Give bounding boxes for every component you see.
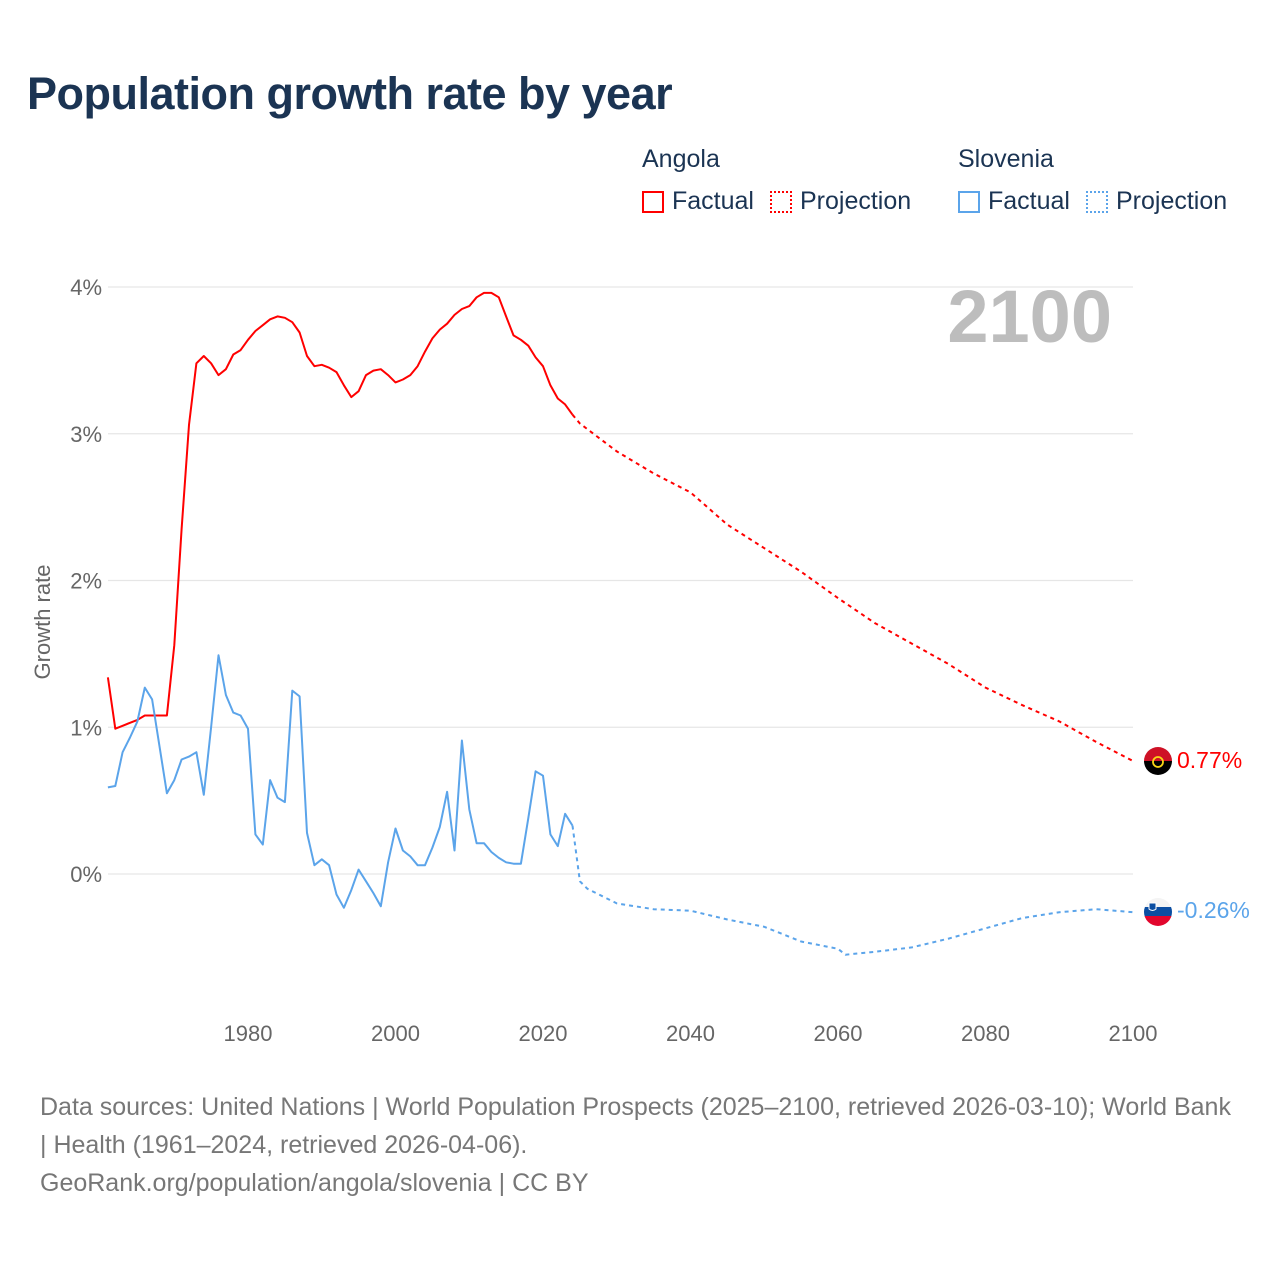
- chart-title: Population growth rate by year: [27, 68, 673, 119]
- x-tick-label: 2000: [371, 1021, 420, 1046]
- legend-label: Projection: [799, 187, 912, 215]
- slovenia-end-label: -0.26%: [1177, 897, 1250, 923]
- legend-item-angola-projection[interactable]: Projection: [769, 187, 912, 216]
- credit-link[interactable]: GeoRank.org/population/angola/slovenia |…: [40, 1169, 589, 1197]
- slovenia-projection-line: [571, 825, 1134, 956]
- legend-slovenia: Slovenia Factual Projection: [958, 145, 1243, 216]
- dotted-swatch-icon: [769, 190, 792, 213]
- slovenia-factual-line: [107, 654, 574, 909]
- legend-item-slovenia-projection[interactable]: Projection: [1085, 187, 1228, 216]
- year-display: 2100: [947, 275, 1112, 358]
- footer: Data sources: United Nations | World Pop…: [40, 1088, 1240, 1202]
- data-sources-text: Data sources: United Nations | World Pop…: [40, 1093, 1231, 1159]
- solid-swatch-icon: [958, 190, 980, 213]
- angola-flag-icon: [1144, 747, 1172, 775]
- legend-label: Factual: [672, 187, 754, 215]
- legend-label: Factual: [988, 187, 1070, 215]
- y-tick-label: 4%: [70, 275, 102, 300]
- slovenia-flag-icon: [1144, 898, 1172, 926]
- x-tick-label: 2040: [666, 1021, 715, 1046]
- y-tick-label: 3%: [70, 422, 102, 447]
- y-tick-label: 2%: [70, 569, 102, 594]
- y-axis-label: Growth rate: [30, 565, 55, 680]
- line-chart: 0% 1% 2% 3% 4% 1980 2000 2020 2040 2060 2080 2100 2…: [30, 275, 1250, 1046]
- x-tick-label: 2020: [519, 1021, 568, 1046]
- legend-item-angola-factual[interactable]: Factual: [642, 187, 754, 216]
- legend-country-angola: Angola: [642, 145, 720, 173]
- dotted-swatch-icon: [1085, 190, 1108, 213]
- y-tick-label: 0%: [70, 862, 102, 887]
- legend-item-slovenia-factual[interactable]: Factual: [958, 187, 1070, 216]
- angola-projection-line: [571, 414, 1134, 762]
- legend-country-slovenia: Slovenia: [958, 145, 1054, 173]
- angola-factual-line: [106, 291, 574, 730]
- x-tick-label: 2100: [1109, 1021, 1158, 1046]
- legend-angola: Angola Factual Projection: [642, 145, 927, 216]
- legend-label: Projection: [1115, 187, 1228, 215]
- x-tick-label: 1980: [224, 1021, 273, 1046]
- y-tick-label: 1%: [70, 715, 102, 740]
- x-tick-label: 2060: [814, 1021, 863, 1046]
- solid-swatch-icon: [642, 190, 664, 213]
- angola-end-label: 0.77%: [1177, 747, 1242, 773]
- x-tick-label: 2080: [961, 1021, 1010, 1046]
